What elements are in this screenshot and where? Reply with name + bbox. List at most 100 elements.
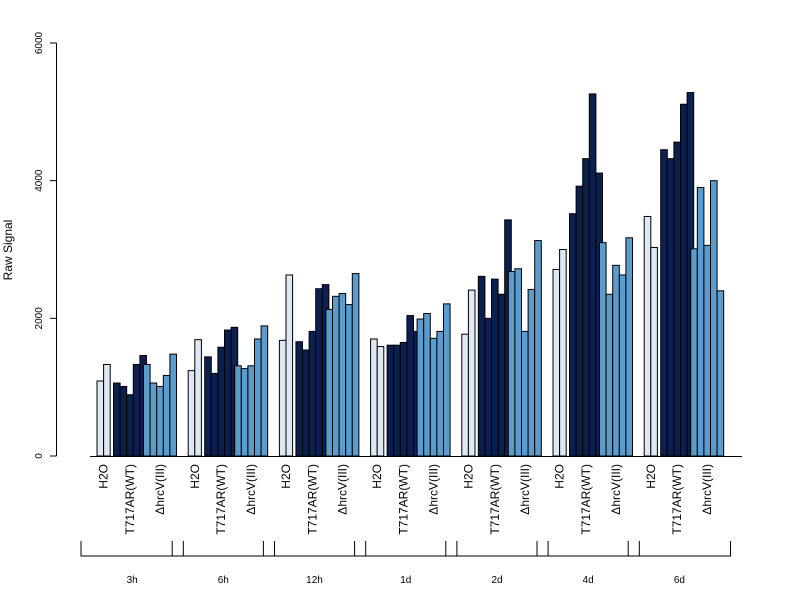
group-bracket-1d <box>354 541 458 557</box>
x-axis: H2O T717AR(WT) ΔhrcV(III) H2O T717AR(WT) Δhrc… <box>90 456 742 535</box>
bar-12h-series0-rep1 <box>285 274 294 457</box>
category-label-12h-2: ΔhrcV(III) <box>335 464 349 515</box>
bar-3h-series1-rep3 <box>132 363 141 457</box>
bar-6h-series0-rep1 <box>194 339 202 457</box>
bar-3h-series2-rep4 <box>169 353 177 457</box>
bar-2d-series0-rep0 <box>461 333 469 457</box>
bar-3h-series1-rep1 <box>119 385 128 457</box>
bar-6d-series1-rep0 <box>660 149 668 457</box>
bar-4d-series1-rep1 <box>575 185 584 457</box>
bar-4d-series1-rep3 <box>588 93 597 457</box>
bar-6h-series0-rep0 <box>187 370 196 457</box>
plot-area <box>96 92 725 457</box>
category-label-12h-0: H2O <box>279 464 293 489</box>
category-label-6d-0: H2O <box>644 464 658 489</box>
bar-6d-series0-rep1 <box>650 246 658 457</box>
bar-4d-series0-rep0 <box>552 268 561 457</box>
bar-4d-series2-rep0 <box>599 242 607 457</box>
group-bracket-12h <box>262 541 367 557</box>
bar-4d-series2-rep3 <box>618 274 627 457</box>
bar-1d-series2-rep3 <box>436 330 444 457</box>
bar-12h-series1-rep0 <box>295 341 303 457</box>
bar-6d-series2-rep4 <box>716 290 725 457</box>
bar-12h-series2-rep2 <box>338 293 347 457</box>
bar-1d-series1-rep0 <box>386 344 395 457</box>
category-label-6h-0: H2O <box>188 464 202 489</box>
bar-12h-series2-rep0 <box>325 308 333 457</box>
bar-2d-series2-rep1 <box>514 268 523 457</box>
bar-12h-series2-rep3 <box>345 304 353 457</box>
bar-2d-series1-rep2 <box>491 278 499 457</box>
category-label-2d-1: T717AR(WT) <box>488 464 502 535</box>
bar-3h-series2-rep3 <box>162 374 171 457</box>
bar-2d-series2-rep3 <box>527 288 536 457</box>
bar-6h-series1-rep1 <box>210 372 219 457</box>
bar-3h-series2-rep1 <box>149 382 158 457</box>
bar-12h-series1-rep1 <box>302 349 310 457</box>
time-label-6h: 6h <box>218 575 229 586</box>
category-label-6h-2: ΔhrcV(III) <box>244 464 258 515</box>
category-label-4d-1: T717AR(WT) <box>579 464 593 535</box>
bar-2d-series1-rep1 <box>484 317 492 457</box>
bar-3h-series1-rep2 <box>126 394 134 457</box>
bar-6h-series2-rep3 <box>254 338 262 457</box>
bar-4d-series1-rep0 <box>569 213 577 457</box>
category-label-4d-2: ΔhrcV(III) <box>609 464 623 515</box>
bar-3h-series0-rep0 <box>96 380 105 457</box>
bar-2d-series2-rep4 <box>534 240 542 457</box>
bar-6h-series2-rep2 <box>247 365 255 457</box>
bar-3h-series2-rep0 <box>143 363 151 457</box>
category-label-1d-0: H2O <box>370 464 384 489</box>
bar-6h-series2-rep0 <box>234 365 242 457</box>
group-bracket-6h <box>171 541 275 557</box>
bar-2d-series0-rep1 <box>467 289 476 457</box>
bar-4d-series2-rep4 <box>625 237 634 457</box>
bar-6d-series1-rep1 <box>666 158 675 457</box>
bar-1d-series1-rep3 <box>406 315 414 457</box>
group-bracket-4d <box>536 541 640 557</box>
bar-2d-series2-rep0 <box>507 271 516 457</box>
bar-6h-series2-rep1 <box>240 368 249 457</box>
bar-1d-series0-rep0 <box>370 338 378 457</box>
bar-12h-series1-rep3 <box>315 288 323 457</box>
time-label-3h: 3h <box>127 575 138 586</box>
bar-1d-series2-rep2 <box>429 337 438 457</box>
category-label-3h-0: H2O <box>97 464 111 489</box>
bar-2d-series2-rep2 <box>521 330 529 457</box>
bar-2d-series1-rep0 <box>477 275 486 457</box>
time-group-axis: 3h 6h 12h 1d 2d 4d 6d <box>80 541 731 586</box>
y-axis: 0 2000 4000 6000 <box>34 31 57 459</box>
bar-12h-series2-rep1 <box>332 295 340 457</box>
bar-4d-series0-rep1 <box>559 249 567 457</box>
bar-6h-series1-rep3 <box>224 329 232 457</box>
category-label-6d-2: ΔhrcV(III) <box>700 464 714 515</box>
time-label-1d: 1d <box>400 575 411 586</box>
bar-1d-series2-rep4 <box>443 303 451 457</box>
bar-6d-series2-rep1 <box>696 187 705 457</box>
y-tick-label-6000: 6000 <box>34 31 45 54</box>
group-bracket-3h <box>80 541 184 557</box>
bar-3h-series2-rep2 <box>156 385 164 457</box>
bar-4d-series2-rep2 <box>612 264 620 457</box>
y-tick-label-4000: 4000 <box>34 169 45 192</box>
group-bracket-2d <box>445 541 549 557</box>
bar-3h-series1-rep0 <box>113 382 121 457</box>
bar-1d-series2-rep0 <box>416 318 425 457</box>
category-label-12h-1: T717AR(WT) <box>305 464 319 535</box>
y-tick-label-2000: 2000 <box>34 307 45 330</box>
time-label-6d: 6d <box>674 575 685 586</box>
bar-4d-series1-rep2 <box>582 158 590 457</box>
bar-6d-series2-rep3 <box>710 180 718 457</box>
bar-12h-series2-rep4 <box>351 273 360 457</box>
time-label-4d: 4d <box>583 575 594 586</box>
category-label-2d-0: H2O <box>461 464 475 489</box>
bar-6d-series2-rep2 <box>703 244 712 457</box>
category-label-4d-0: H2O <box>553 464 567 489</box>
time-label-2d: 2d <box>491 575 502 586</box>
time-label-12h: 12h <box>306 575 323 586</box>
bar-6d-series2-rep0 <box>690 248 698 457</box>
bar-6h-series2-rep4 <box>260 325 269 457</box>
category-label-2d-2: ΔhrcV(III) <box>518 464 532 515</box>
bar-2d-series1-rep3 <box>497 293 506 457</box>
